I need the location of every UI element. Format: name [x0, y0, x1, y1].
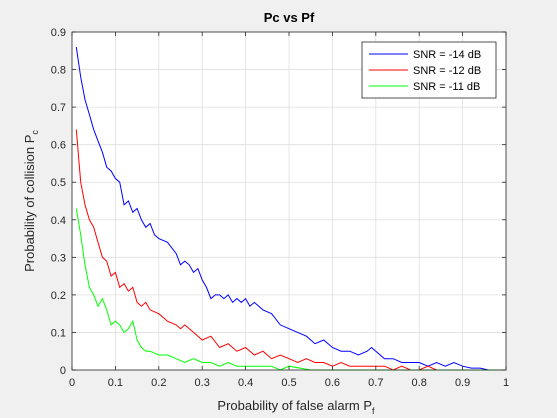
- x-tick-label: 0.4: [238, 377, 253, 389]
- y-tick-label: 0.8: [51, 65, 66, 77]
- legend-label-3: SNR = -11 dB: [413, 81, 480, 93]
- y-tick-label: 0.6: [51, 140, 66, 152]
- y-tick-label: 0.1: [51, 327, 66, 339]
- x-tick-label: 0: [69, 377, 75, 389]
- x-tick-label: 0.8: [412, 377, 427, 389]
- x-tick-label: 1: [503, 377, 509, 389]
- x-tick-label: 0.9: [455, 377, 470, 389]
- y-tick-label: 0.4: [51, 215, 66, 227]
- legend-label-2: SNR = -12 dB: [413, 65, 481, 77]
- x-tick-label: 0.6: [325, 377, 340, 389]
- x-tick-label: 0.5: [281, 377, 296, 389]
- y-tick-label: 0: [60, 365, 66, 377]
- x-tick-label: 0.3: [195, 377, 210, 389]
- x-tick-label: 0.7: [368, 377, 383, 389]
- legend-label-1: SNR = -14 dB: [413, 49, 481, 61]
- y-axis-label-subscript: c: [30, 130, 40, 135]
- x-axis-label-main: Probability of false alarm P: [217, 398, 372, 413]
- y-tick-label: 0.2: [51, 290, 66, 302]
- y-tick-label: 0.7: [51, 102, 66, 114]
- y-tick-label: 0.9: [51, 27, 66, 39]
- series-line-1: [75, 46, 506, 371]
- legend: SNR = -14 dB SNR = -12 dB SNR = -11 dB: [361, 41, 497, 99]
- ticks-group: 0 0.1 0.2 0.3 0.4 0.5 0.6 0.7 0.8 0.9 1 0 0.1 0.2 0.3 0…: [51, 27, 509, 389]
- x-axis-label-subscript: f: [372, 406, 375, 416]
- series-line-2: [75, 129, 506, 371]
- y-tick-label: 0.5: [51, 177, 66, 189]
- x-axis-label: Probability of false alarm Pf: [217, 398, 375, 416]
- y-tick-label: 0.3: [51, 252, 66, 264]
- x-tick-label: 0.2: [151, 377, 166, 389]
- chart-title: Pc vs Pf: [264, 10, 315, 25]
- y-axis-label-main: Probability of collision P: [22, 135, 37, 272]
- x-tick-label: 0.1: [108, 377, 123, 389]
- y-axis-label: Probability of collision Pc: [22, 130, 40, 272]
